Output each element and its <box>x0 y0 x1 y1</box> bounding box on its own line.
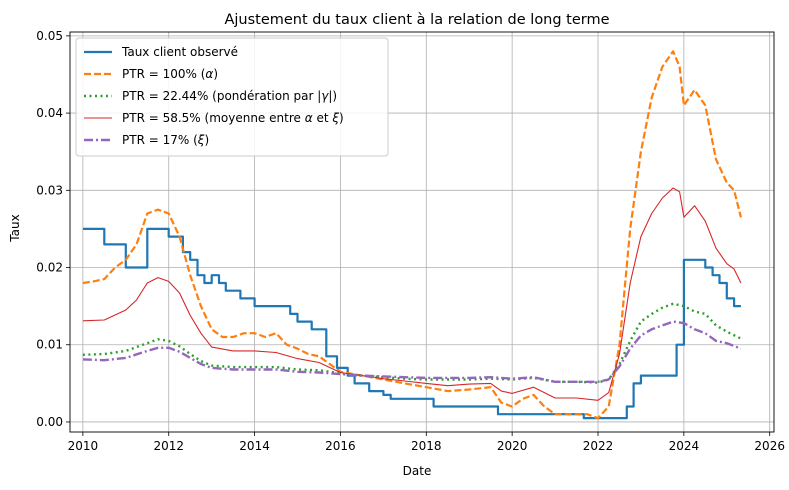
series-layer <box>82 50 742 420</box>
legend-label: PTR = 100% (α) <box>122 67 218 81</box>
series-line-1 <box>82 227 741 420</box>
x-tick-label: 2014 <box>239 439 270 453</box>
y-axis-label: Taux <box>8 214 22 242</box>
legend-label-part: PTR = 22.44% (pondération par | <box>122 89 321 103</box>
legend-label-part: |) <box>328 89 337 103</box>
legend-label: PTR = 58.5% (moyenne entre α et ξ) <box>122 111 344 125</box>
x-tick-label: 2016 <box>325 439 356 453</box>
legend-label-part: ξ <box>331 111 339 125</box>
series-line-5 <box>82 320 742 383</box>
legend-label: PTR = 22.44% (pondération par |γ|) <box>122 89 337 103</box>
legend-label-part: ξ <box>197 133 205 147</box>
x-axis-ticks: 2010 2012 2014 2016 2018 2020 2022 2024 2026 <box>68 432 785 453</box>
x-tick-label: 2020 <box>497 439 528 453</box>
legend-label-part: α <box>205 67 213 81</box>
legend-label-part: et <box>313 111 333 125</box>
legend-label-part: γ <box>321 89 329 103</box>
x-tick-label: 2022 <box>583 439 614 453</box>
legend-label-part: PTR = 100% ( <box>122 67 205 81</box>
legend-label-part: PTR = 17% ( <box>122 133 198 147</box>
series-line-2 <box>82 50 742 420</box>
x-axis-label: Date <box>403 464 432 478</box>
y-tick-label: 0.04 <box>36 106 63 120</box>
chart-title: Ajustement du taux client à la relation … <box>224 12 609 28</box>
plot-area <box>69 31 775 433</box>
legend-label-part: ) <box>213 67 218 81</box>
y-tick-label: 0.00 <box>36 415 63 429</box>
y-tick-label: 0.02 <box>36 261 63 275</box>
legend-label: PTR = 17% (ξ) <box>122 133 209 147</box>
legend-label-part: ) <box>339 111 344 125</box>
y-tick-label: 0.03 <box>36 183 63 197</box>
legend-label-part: PTR = 58.5% (moyenne entre <box>122 111 305 125</box>
x-tick-label: 2026 <box>754 439 785 453</box>
x-tick-label: 2010 <box>68 439 99 453</box>
legend-label-part: Taux client observé <box>121 45 238 59</box>
series-line-3 <box>82 302 742 384</box>
y-tick-label: 0.01 <box>36 338 63 352</box>
legend-label-part: ) <box>204 133 209 147</box>
legend-label-part: α <box>305 111 313 125</box>
y-axis-ticks: 0.00 0.01 0.02 0.03 0.04 0.05 <box>36 29 70 429</box>
legend-label: Taux client observé <box>121 45 238 59</box>
y-tick-label: 0.05 <box>36 29 63 43</box>
legend-box <box>75 37 389 157</box>
x-tick-label: 2024 <box>669 439 700 453</box>
series-line-4 <box>82 187 742 401</box>
x-tick-label: 2018 <box>411 439 442 453</box>
x-tick-label: 2012 <box>153 439 184 453</box>
